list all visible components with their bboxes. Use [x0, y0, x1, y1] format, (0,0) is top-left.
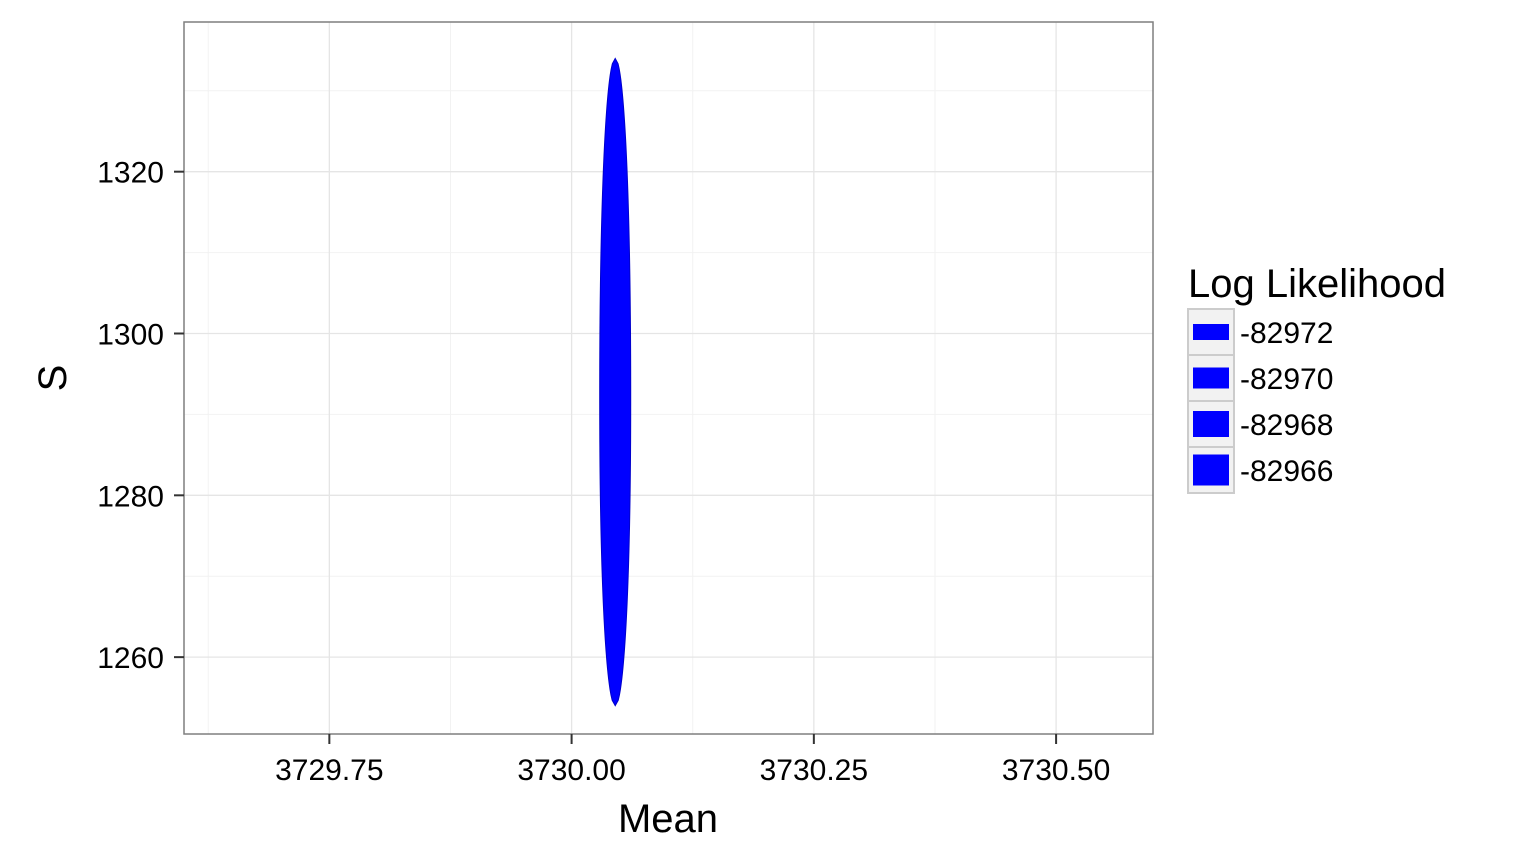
plot-background — [184, 22, 1153, 734]
major-gridlines — [184, 22, 1153, 734]
minor-gridlines — [184, 22, 1153, 734]
likelihood-contour-region — [599, 57, 632, 707]
y-tick-label: 1320 — [97, 157, 164, 190]
y-axis-title: S — [31, 365, 75, 392]
plot-panel-border — [183, 21, 1154, 735]
y-tick-label: 1280 — [97, 480, 164, 513]
x-tick-label: 3730.25 — [760, 754, 868, 787]
legend-label: -82968 — [1240, 409, 1333, 442]
x-tick-label: 3730.00 — [517, 754, 625, 787]
x-tick-label: 3730.50 — [1002, 754, 1110, 787]
y-axis-ticks: 1260 1280 1300 1320 — [97, 157, 184, 675]
x-axis-ticks: 3729.75 3730.00 3730.25 3730.50 — [275, 734, 1110, 787]
legend-label: -82970 — [1240, 363, 1333, 396]
legend-swatch — [1193, 367, 1229, 389]
legend-swatch — [1193, 324, 1229, 340]
x-tick-label: 3729.75 — [275, 754, 383, 787]
x-axis-title: Mean — [618, 797, 718, 841]
legend-swatch — [1193, 411, 1229, 437]
y-tick-label: 1300 — [97, 319, 164, 352]
legend-label: -82966 — [1240, 455, 1333, 488]
y-tick-label: 1260 — [97, 642, 164, 675]
legend-label: -82972 — [1240, 317, 1333, 350]
legend: -82972 -82970 -82968 -82966 — [1187, 308, 1333, 494]
legend-title: Log Likelihood — [1188, 262, 1446, 306]
legend-swatch — [1193, 454, 1229, 486]
